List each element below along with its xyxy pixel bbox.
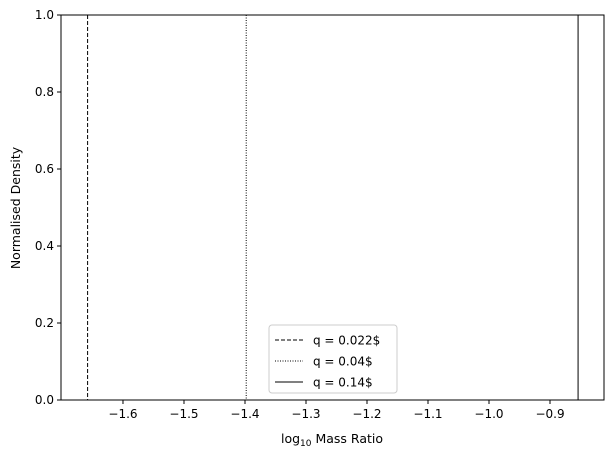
x-tick-label: −0.9 (535, 407, 564, 421)
y-tick-label: 0.2 (35, 316, 54, 330)
y-tick-label: 1.0 (35, 8, 54, 22)
legend-label: q = 0.14$ (313, 376, 373, 390)
x-tick-label: −1.2 (352, 407, 381, 421)
x-tick-label: −1.1 (413, 407, 442, 421)
legend-label: q = 0.022$ (313, 334, 380, 348)
y-tick-label: 0.6 (35, 162, 54, 176)
x-tick-label: −1.6 (108, 407, 137, 421)
y-tick-label: 0.8 (35, 85, 54, 99)
y-tick-label: 0.4 (35, 239, 54, 253)
y-axis-label: Normalised Density (8, 146, 23, 269)
x-tick-label: −1.5 (169, 407, 198, 421)
x-axis-label: log10 Mass Ratio (281, 431, 383, 449)
x-tick-label: −1.0 (474, 407, 503, 421)
legend: q = 0.022$ q = 0.04$ q = 0.14$ (268, 324, 398, 394)
plot-frame (60, 14, 605, 401)
x-tick-label: −1.3 (291, 407, 320, 421)
y-tick-label: 0.0 (35, 393, 54, 407)
x-tick-label: −1.4 (230, 407, 259, 421)
legend-label: q = 0.04$ (313, 355, 373, 369)
